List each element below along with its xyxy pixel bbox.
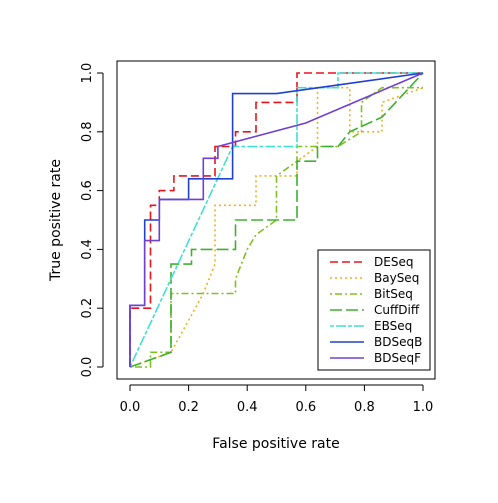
legend-label: DESeq xyxy=(374,255,413,269)
plot-frame xyxy=(116,60,436,380)
legend-label: BDSeqB xyxy=(374,335,422,349)
series-line-bayseq xyxy=(129,86,424,368)
series-line-deseq xyxy=(129,72,423,367)
y-tick-label: 0.8 xyxy=(80,121,95,142)
x-tick-label: 1.0 xyxy=(413,400,434,415)
x-tick-label: 0.2 xyxy=(178,400,199,415)
legend-label: CuffDiff xyxy=(374,303,420,317)
series-layer xyxy=(129,72,424,368)
series-line-bitseq xyxy=(130,86,423,368)
x-tick-label: 0.8 xyxy=(354,400,375,415)
legend-label: EBSeq xyxy=(374,319,412,333)
legend-label: BaySeq xyxy=(374,271,419,285)
legend-label: BitSeq xyxy=(374,287,413,301)
series-line-bdseqf xyxy=(129,72,424,367)
y-tick-label: 0.0 xyxy=(80,357,95,378)
x-axis-label: False positive rate xyxy=(212,436,339,452)
x-tick-label: 0.6 xyxy=(295,400,316,415)
y-tick-label: 0.4 xyxy=(80,239,95,260)
y-axis-label: True positive rate xyxy=(48,159,64,282)
y-tick-label: 1.0 xyxy=(80,63,95,84)
y-tick-label: 0.6 xyxy=(80,180,95,201)
legend: DESeq BaySeq BitSeq CuffDiff EBSeq BDSeqB BDSe… xyxy=(317,249,431,371)
axes-layer: 0.0 0.2 0.4 0.6 0.8 1.0 0.0 0.2 0.4 0.6 0.8 1.0 xyxy=(80,63,433,415)
series-line-cuffdiff xyxy=(129,72,424,368)
x-tick-label: 0.4 xyxy=(237,400,258,415)
legend-label: BDSeqF xyxy=(374,351,421,365)
x-tick-label: 0.0 xyxy=(120,400,141,415)
y-tick-label: 0.2 xyxy=(80,298,95,319)
